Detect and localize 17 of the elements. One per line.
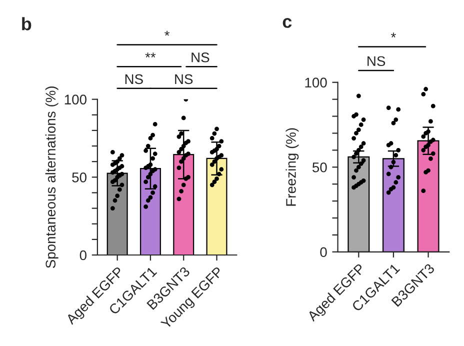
text: * [164, 30, 170, 36]
y-tick-label: 0 [320, 247, 327, 258]
y-axis-title: Freezing (%) [286, 128, 299, 206]
y-tick-label: 0 [80, 250, 86, 260]
y-tick-label: 100 [64, 94, 86, 104]
chart-title: b [22, 17, 32, 30]
text: NS [368, 56, 386, 66]
text: NS [125, 74, 143, 84]
y-axis-title: Spontaneous alternations (%) [45, 86, 58, 268]
y-tick-label: 50 [312, 162, 327, 172]
y-tick-label: 50 [72, 172, 86, 182]
chart-title: c [282, 18, 292, 28]
text: NS [192, 52, 210, 62]
y-tick-label: 100 [305, 78, 327, 88]
text: ** [145, 52, 156, 58]
text: NS [175, 74, 193, 84]
text: * [390, 32, 396, 38]
